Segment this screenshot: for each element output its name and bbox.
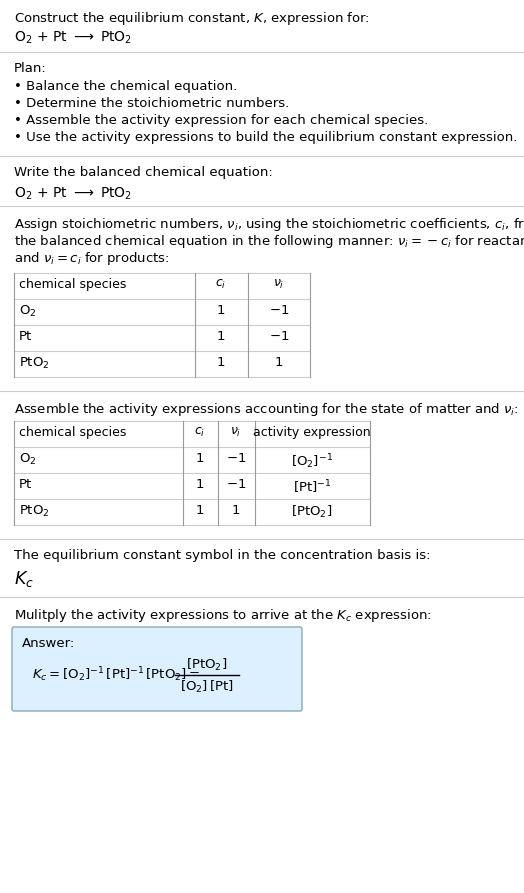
Text: $\nu_i$: $\nu_i$: [274, 278, 285, 291]
Text: 1: 1: [232, 504, 240, 517]
Text: $-1$: $-1$: [226, 452, 246, 465]
Text: The equilibrium constant symbol in the concentration basis is:: The equilibrium constant symbol in the c…: [14, 549, 431, 562]
Text: • Use the activity expressions to build the equilibrium constant expression.: • Use the activity expressions to build …: [14, 131, 517, 144]
Text: chemical species: chemical species: [19, 426, 126, 439]
Text: Plan:: Plan:: [14, 62, 47, 75]
Text: $[\mathrm{PtO_2}]$: $[\mathrm{PtO_2}]$: [187, 657, 227, 673]
Text: Write the balanced chemical equation:: Write the balanced chemical equation:: [14, 166, 273, 179]
Text: chemical species: chemical species: [19, 278, 126, 291]
Text: 1: 1: [196, 478, 204, 491]
Text: and $\nu_i = c_i$ for products:: and $\nu_i = c_i$ for products:: [14, 250, 170, 267]
Text: $-1$: $-1$: [269, 330, 289, 343]
Text: $\mathrm{O_2}$ + Pt $\longrightarrow$ $\mathrm{PtO_2}$: $\mathrm{O_2}$ + Pt $\longrightarrow$ $\…: [14, 30, 132, 46]
Text: Answer:: Answer:: [22, 637, 75, 650]
Text: $-1$: $-1$: [226, 478, 246, 491]
Text: Assign stoichiometric numbers, $\nu_i$, using the stoichiometric coefficients, $: Assign stoichiometric numbers, $\nu_i$, …: [14, 216, 524, 233]
FancyBboxPatch shape: [12, 627, 302, 711]
Text: activity expression: activity expression: [253, 426, 371, 439]
Text: $c_i$: $c_i$: [215, 278, 227, 291]
Text: $\mathrm{PtO_2}$: $\mathrm{PtO_2}$: [19, 356, 50, 371]
Text: Assemble the activity expressions accounting for the state of matter and $\nu_i$: Assemble the activity expressions accoun…: [14, 401, 519, 418]
Text: $\mathrm{O_2}$: $\mathrm{O_2}$: [19, 452, 37, 467]
Text: $\mathrm{PtO_2}$: $\mathrm{PtO_2}$: [19, 504, 50, 519]
Text: $-1$: $-1$: [269, 304, 289, 317]
Text: $\mathrm{O_2}$: $\mathrm{O_2}$: [19, 304, 37, 319]
Text: • Assemble the activity expression for each chemical species.: • Assemble the activity expression for e…: [14, 114, 428, 127]
Text: $[\mathrm{Pt}]^{-1}$: $[\mathrm{Pt}]^{-1}$: [293, 478, 331, 496]
Text: the balanced chemical equation in the following manner: $\nu_i = -c_i$ for react: the balanced chemical equation in the fo…: [14, 233, 524, 250]
Text: $\nu_i$: $\nu_i$: [231, 426, 242, 439]
Text: Pt: Pt: [19, 478, 32, 491]
Text: 1: 1: [275, 356, 283, 369]
Text: $K_c$: $K_c$: [14, 569, 34, 589]
Text: • Balance the chemical equation.: • Balance the chemical equation.: [14, 80, 237, 93]
Text: $[\mathrm{O_2}]^{-1}$: $[\mathrm{O_2}]^{-1}$: [291, 452, 333, 471]
Text: $\mathrm{O_2}$ + Pt $\longrightarrow$ $\mathrm{PtO_2}$: $\mathrm{O_2}$ + Pt $\longrightarrow$ $\…: [14, 186, 132, 203]
Text: $[\mathrm{PtO_2}]$: $[\mathrm{PtO_2}]$: [291, 504, 333, 520]
Text: 1: 1: [196, 504, 204, 517]
Text: 1: 1: [217, 304, 225, 317]
Text: 1: 1: [217, 356, 225, 369]
Text: Mulitply the activity expressions to arrive at the $K_c$ expression:: Mulitply the activity expressions to arr…: [14, 607, 432, 624]
Text: $[\mathrm{O_2}]\,[\mathrm{Pt}]$: $[\mathrm{O_2}]\,[\mathrm{Pt}]$: [180, 679, 234, 695]
Text: 1: 1: [217, 330, 225, 343]
Text: • Determine the stoichiometric numbers.: • Determine the stoichiometric numbers.: [14, 97, 289, 110]
Text: $c_i$: $c_i$: [194, 426, 205, 439]
Text: 1: 1: [196, 452, 204, 465]
Text: $K_c = [\mathrm{O_2}]^{-1}\,[\mathrm{Pt}]^{-1}\,[\mathrm{PtO_2}] = $: $K_c = [\mathrm{O_2}]^{-1}\,[\mathrm{Pt}…: [32, 665, 200, 684]
Text: Construct the equilibrium constant, $K$, expression for:: Construct the equilibrium constant, $K$,…: [14, 10, 370, 27]
Text: Pt: Pt: [19, 330, 32, 343]
